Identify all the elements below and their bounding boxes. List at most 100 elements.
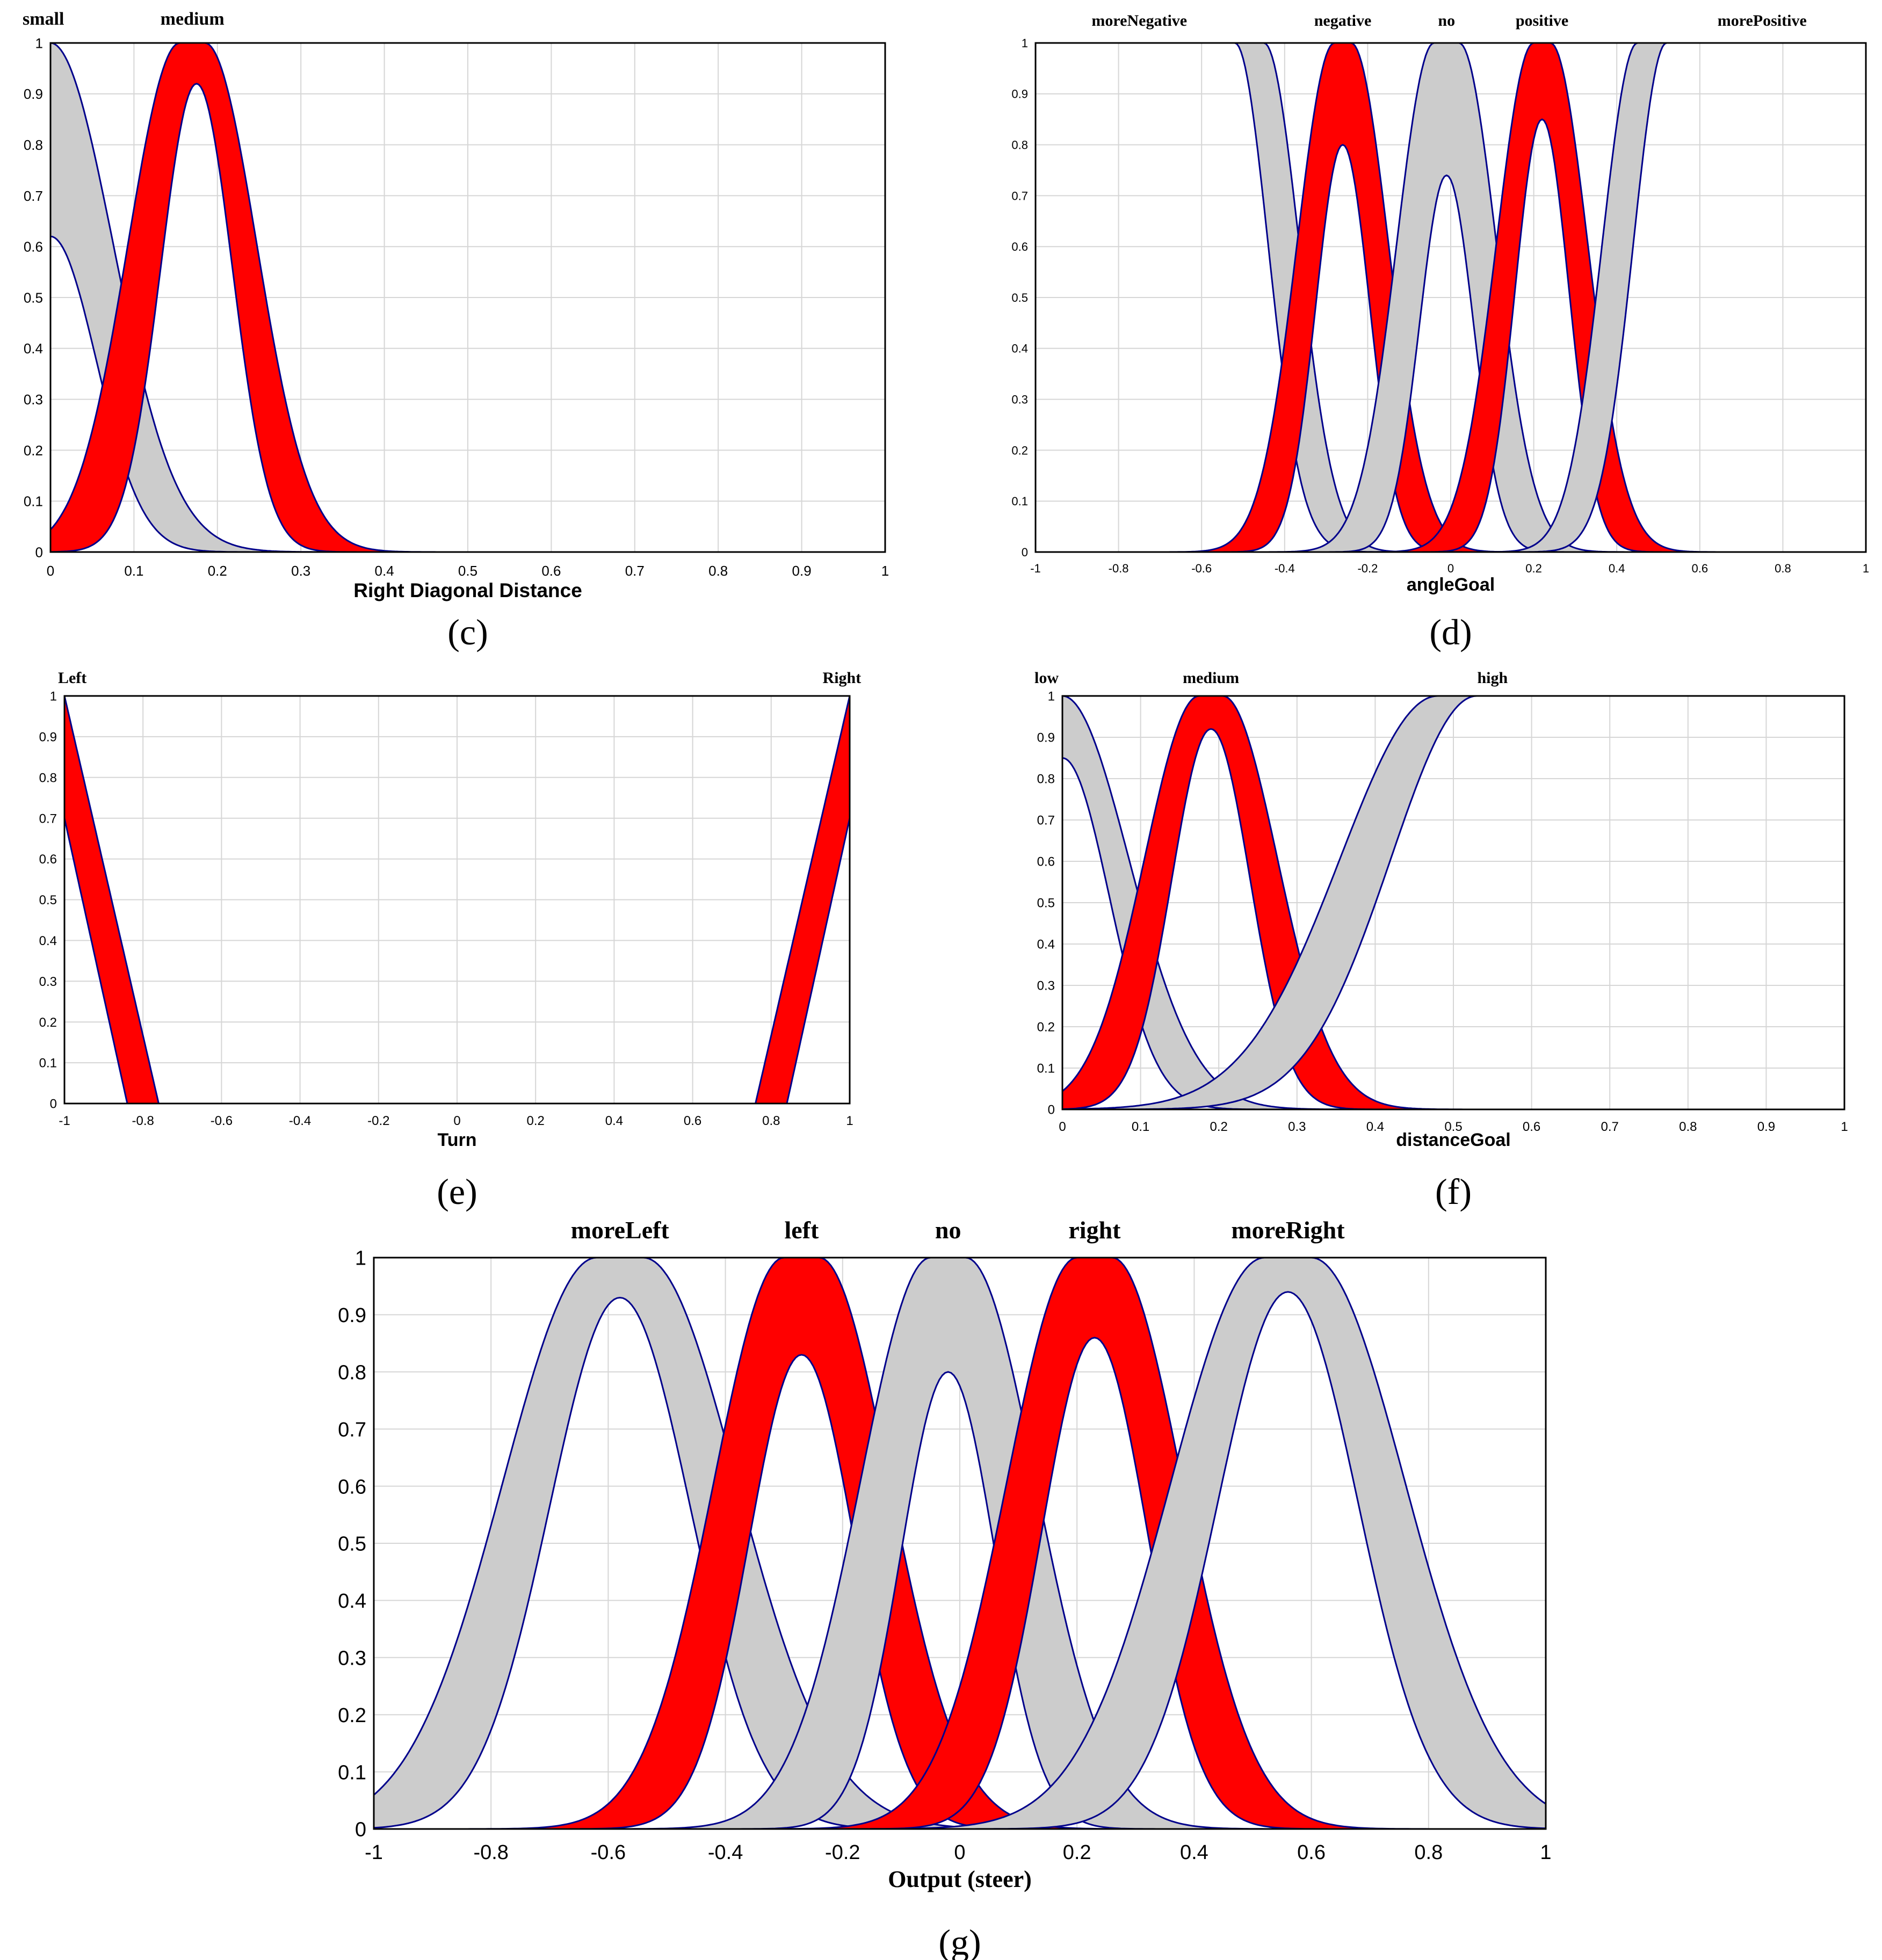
mf-label-medium: medium — [1183, 669, 1239, 687]
y-tick-label: 0.1 — [24, 493, 43, 510]
x-tick-label: 0.2 — [1525, 562, 1542, 575]
chart-panel-g: -1 -0.8 -0.6 -0.4 -0.2 0 0.2 0.4 0.6 0.8 1 0 0.1 0.2 0… — [338, 1216, 1551, 1960]
y-tick-label: 0.4 — [39, 934, 57, 948]
y-tick-label: 0.9 — [24, 86, 43, 102]
plot-frame — [1061, 695, 1845, 1110]
x-tick-label: 0.9 — [1757, 1120, 1775, 1134]
x-tick-label: 0.2 — [1210, 1120, 1228, 1134]
x-tick-label: 0.1 — [1132, 1120, 1149, 1134]
mf-label-medium: medium — [161, 9, 225, 29]
mf-label-morePositive: morePositive — [1718, 12, 1807, 30]
y-tick-label: 0.7 — [338, 1419, 366, 1441]
y-tick-label: 1 — [355, 1247, 366, 1270]
panel-caption: (d) — [1429, 612, 1472, 652]
y-tick-label: 0.1 — [1037, 1062, 1055, 1076]
x-tick-label: -1 — [1030, 562, 1041, 575]
x-tick-label: 1 — [846, 1114, 853, 1128]
x-axis-title: distanceGoal — [1396, 1130, 1511, 1150]
x-tick-label: -1 — [365, 1841, 383, 1864]
x-tick-label: -0.8 — [132, 1114, 154, 1128]
x-tick-label: -0.2 — [825, 1841, 860, 1864]
y-tick-label: 0.4 — [1011, 342, 1028, 355]
y-tick-label: 0.8 — [1011, 139, 1028, 152]
y-tick-label: 0.2 — [24, 442, 43, 459]
y-tick-label: 1 — [35, 35, 43, 51]
chart-panel-d: -1 -0.8 -0.6 -0.4 -0.2 0 0.2 0.4 0.6 0.8 1 0 0.1 0.2 0… — [1011, 12, 1869, 652]
y-tick-label: 0.9 — [338, 1304, 366, 1327]
x-tick-label: 0.4 — [375, 563, 394, 579]
panel-caption: (e) — [437, 1171, 477, 1212]
x-tick-label: 1 — [1863, 562, 1869, 575]
y-tick-label: 0.5 — [24, 289, 43, 306]
x-tick-label: 1 — [1841, 1120, 1848, 1134]
x-axis-title: Turn — [437, 1130, 476, 1150]
y-tick-label: 0.2 — [1011, 444, 1028, 457]
x-tick-label: 0.8 — [1414, 1841, 1443, 1864]
x-tick-label: 0.6 — [684, 1114, 701, 1128]
mf-label-Right: Right — [823, 669, 862, 687]
y-tick-label: 0 — [1048, 1103, 1055, 1117]
mf-label-moreNegative: moreNegative — [1091, 12, 1187, 30]
y-tick-label: 0 — [35, 544, 43, 560]
x-tick-label: 0.6 — [1523, 1120, 1540, 1134]
x-tick-label: 0.9 — [792, 563, 812, 579]
x-tick-label: 0.7 — [1601, 1120, 1619, 1134]
y-tick-label: 0.6 — [338, 1476, 366, 1498]
x-axis-title: angleGoal — [1407, 575, 1495, 595]
x-tick-label: -0.6 — [211, 1114, 233, 1128]
y-tick-label: 0.1 — [338, 1761, 366, 1784]
chart-panel-e: -1 -0.8 -0.6 -0.4 -0.2 0 0.2 0.4 0.6 0.8 1 0 0.1 0.2 0… — [39, 669, 862, 1212]
x-tick-label: 0.6 — [1692, 562, 1709, 575]
x-tick-label: -0.6 — [1191, 562, 1212, 575]
x-tick-label: 1 — [881, 563, 889, 579]
y-tick-label: 0.9 — [39, 730, 57, 745]
x-tick-label: 0.4 — [605, 1114, 623, 1128]
x-tick-label: -0.4 — [708, 1841, 743, 1864]
panel-caption: (c) — [447, 612, 488, 652]
y-tick-label: 1 — [1022, 37, 1028, 50]
plot-frame — [1034, 42, 1867, 553]
y-tick-label: 0.6 — [1037, 855, 1055, 869]
y-tick-label: 0 — [1022, 546, 1028, 559]
y-tick-label: 0.3 — [1011, 393, 1028, 406]
x-tick-label: 0.4 — [1609, 562, 1625, 575]
x-tick-label: -0.6 — [591, 1841, 626, 1864]
x-tick-label: 0.1 — [124, 563, 143, 579]
y-tick-label: 0.6 — [39, 852, 57, 867]
x-tick-label: 0.3 — [291, 563, 310, 579]
y-tick-label: 0.7 — [39, 811, 57, 826]
y-tick-label: 0.5 — [39, 893, 57, 908]
x-tick-label: -0.2 — [367, 1114, 389, 1128]
y-tick-label: 0.2 — [1037, 1020, 1055, 1035]
mf-label-left: left — [785, 1216, 820, 1244]
y-tick-label: 0.3 — [1037, 979, 1055, 993]
mf-label-negative: negative — [1314, 12, 1372, 30]
mf-label-Left: Left — [58, 669, 86, 687]
x-tick-label: -0.4 — [1275, 562, 1295, 575]
plot-frame — [49, 42, 886, 553]
y-tick-label: 0.5 — [338, 1533, 366, 1556]
x-tick-label: 0.2 — [208, 563, 227, 579]
y-tick-label: 0.8 — [24, 137, 43, 153]
y-tick-label: 0.5 — [1011, 291, 1028, 304]
y-tick-label: 0.7 — [1037, 814, 1055, 828]
y-tick-label: 1 — [50, 689, 57, 704]
y-tick-label: 0.3 — [338, 1647, 366, 1669]
x-tick-label: 0.8 — [762, 1114, 780, 1128]
x-axis-title: Right Diagonal Distance — [353, 579, 582, 601]
x-tick-label: -0.8 — [473, 1841, 508, 1864]
y-tick-label: 0.9 — [1037, 731, 1055, 745]
y-tick-label: 0.1 — [39, 1056, 57, 1071]
x-tick-label: 0.2 — [527, 1114, 545, 1128]
y-tick-label: 0.8 — [338, 1361, 366, 1384]
mf-label-small: small — [23, 9, 64, 29]
x-tick-label: 0 — [453, 1114, 460, 1128]
y-tick-label: 0.8 — [1037, 772, 1055, 787]
y-tick-label: 0.3 — [24, 391, 43, 408]
mf-label-no: no — [935, 1216, 961, 1244]
x-tick-label: -1 — [59, 1114, 70, 1128]
y-tick-label: 0 — [50, 1097, 57, 1112]
plot-frame — [373, 1257, 1547, 1830]
mf-label-low: low — [1034, 669, 1059, 687]
